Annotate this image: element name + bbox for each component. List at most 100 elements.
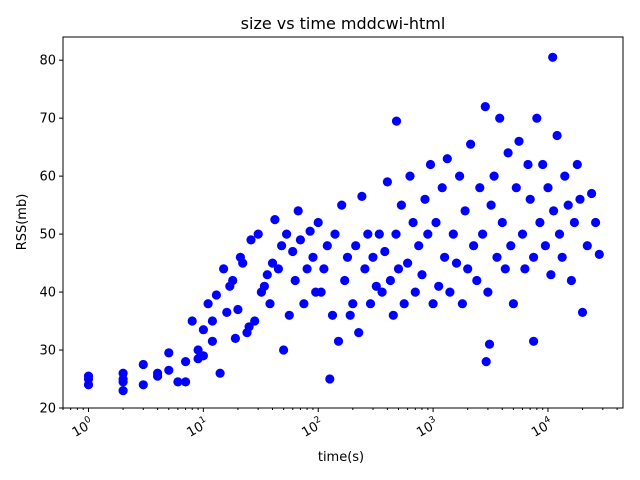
data-points (83, 52, 604, 396)
chart-title: size vs time mddcwi-html (241, 14, 446, 33)
data-point (238, 258, 248, 268)
y-axis-ticks: 20 30 40 50 60 70 80 (39, 54, 63, 417)
x-tick-exponent: 0 (83, 415, 93, 427)
data-point (511, 183, 521, 193)
data-point (538, 159, 548, 170)
data-point (548, 52, 558, 62)
data-point (365, 299, 376, 309)
data-point (529, 336, 539, 346)
data-point (403, 258, 413, 268)
data-point (489, 171, 499, 181)
data-point (262, 270, 272, 280)
data-point (187, 316, 197, 326)
data-point (480, 102, 490, 112)
data-point (425, 159, 436, 170)
data-point (253, 229, 263, 239)
data-point (587, 188, 597, 199)
data-point (316, 287, 326, 297)
data-point (325, 374, 335, 384)
data-point (497, 217, 507, 228)
data-point (181, 357, 191, 367)
data-point (582, 241, 592, 251)
data-point (594, 249, 604, 259)
data-point (164, 348, 174, 358)
data-point (371, 281, 381, 291)
data-point (399, 299, 409, 309)
data-point (207, 336, 217, 346)
x-tick-base: 10 (529, 419, 551, 440)
data-point (428, 299, 438, 309)
data-point (460, 206, 470, 216)
data-point (442, 154, 452, 164)
data-point (270, 215, 280, 225)
x-tick-exponent: 4 (542, 415, 552, 427)
data-point (118, 377, 128, 387)
x-tick-base: 10 (414, 419, 436, 440)
data-point (244, 322, 254, 332)
data-point (420, 194, 430, 204)
data-point (591, 217, 601, 228)
data-point (233, 304, 243, 315)
data-point (138, 380, 148, 390)
data-point (393, 264, 404, 274)
data-point (327, 310, 338, 320)
data-point (181, 377, 191, 387)
data-point (478, 229, 488, 239)
data-point (410, 287, 420, 297)
data-point (319, 264, 329, 274)
y-tick-label: 70 (39, 112, 56, 127)
data-point (333, 336, 344, 346)
data-point (322, 241, 332, 251)
data-point (138, 359, 148, 370)
data-point (282, 229, 292, 239)
data-point (222, 307, 232, 317)
data-point (577, 307, 588, 317)
data-point (288, 246, 298, 257)
data-point (500, 264, 510, 274)
data-point (374, 229, 384, 239)
data-point (259, 281, 269, 291)
data-point (118, 386, 128, 396)
data-point (405, 171, 415, 181)
data-point (554, 229, 565, 239)
data-point (211, 290, 221, 300)
data-point (508, 299, 518, 309)
data-point (385, 275, 395, 286)
data-point (357, 191, 367, 201)
plot-frame (62, 36, 624, 409)
data-point (348, 299, 358, 309)
data-point (466, 139, 476, 149)
data-point (546, 270, 556, 280)
x-tick-exponent: 1 (198, 415, 208, 427)
x-tick-label: 100 (69, 415, 97, 441)
x-tick-base: 10 (185, 419, 207, 440)
data-point (246, 235, 256, 245)
x-tick-base: 10 (70, 419, 92, 440)
data-point (469, 241, 479, 251)
y-axis-label: RSS(mb) (15, 194, 30, 251)
data-point (549, 206, 559, 216)
data-point (417, 270, 427, 280)
data-point (525, 194, 535, 204)
data-point (342, 252, 353, 262)
y-tick-label: 80 (39, 54, 56, 69)
data-point (391, 229, 401, 239)
data-point (475, 183, 485, 193)
data-point (557, 252, 567, 262)
data-point (492, 252, 502, 262)
data-point (434, 281, 444, 291)
data-point (396, 200, 406, 210)
data-point (552, 130, 562, 141)
x-tick-label: 101 (184, 415, 212, 441)
data-point (284, 310, 294, 320)
y-tick-label: 60 (39, 170, 56, 185)
data-point (382, 177, 392, 187)
data-point (414, 241, 424, 251)
data-point (83, 374, 94, 384)
data-point (337, 200, 347, 210)
data-point (207, 316, 217, 326)
data-point (198, 325, 208, 335)
data-point (523, 159, 533, 170)
